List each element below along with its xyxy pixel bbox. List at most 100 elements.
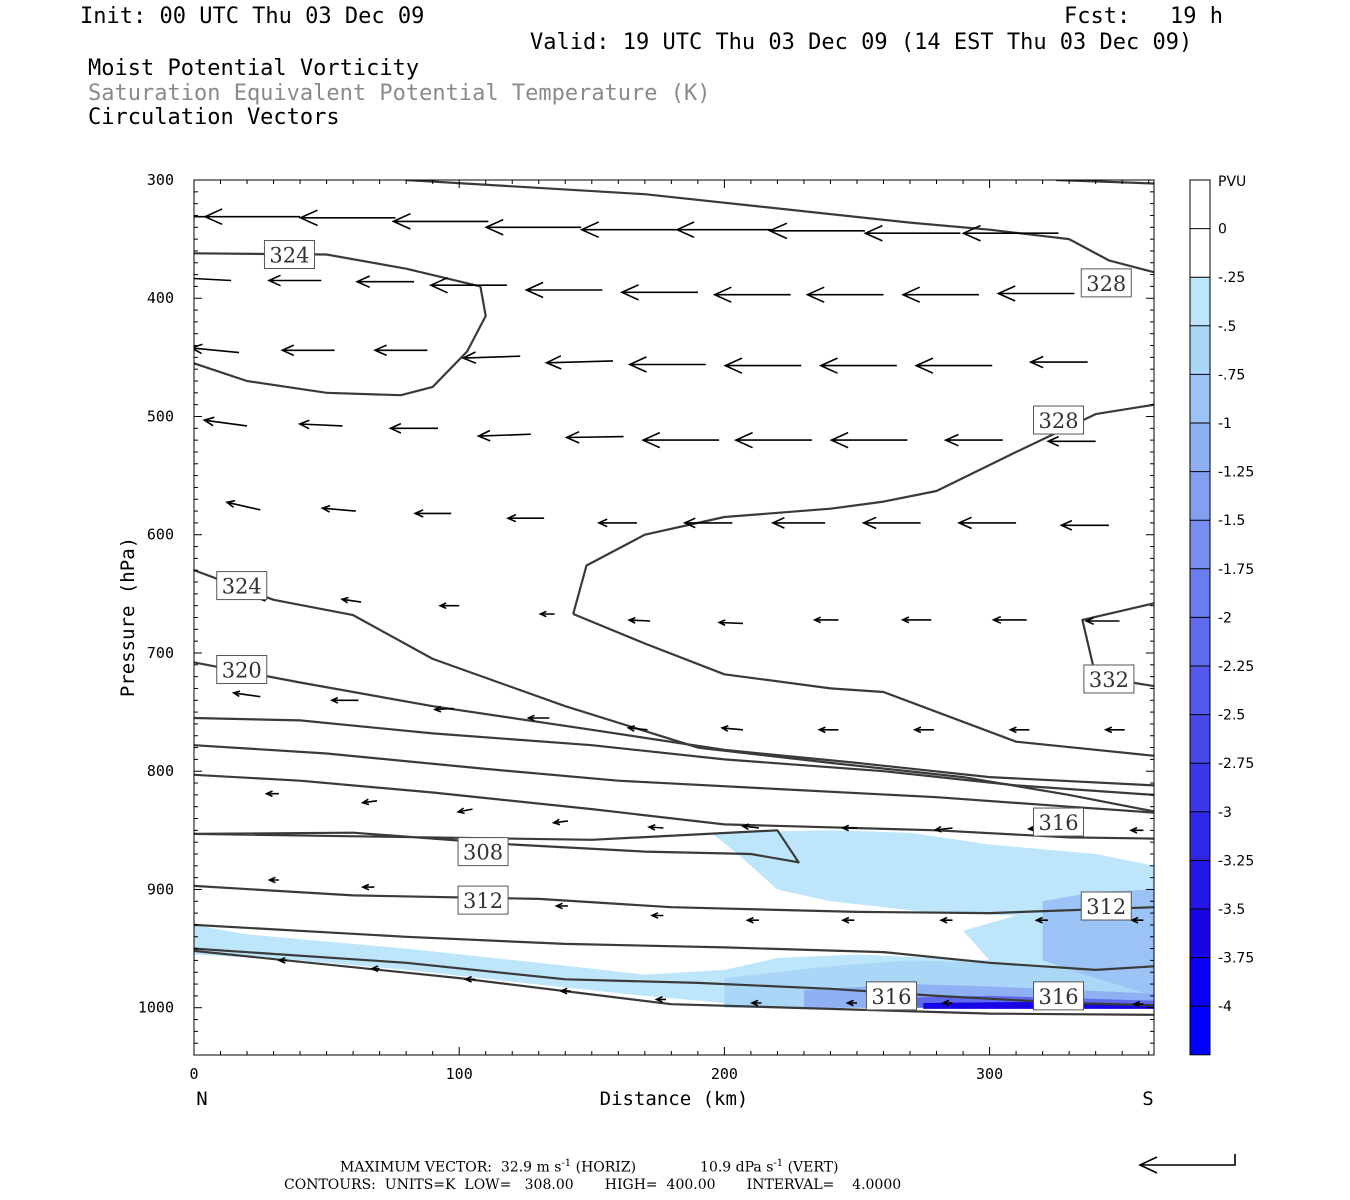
contour-label-box-9 — [1080, 891, 1132, 921]
circulation-vector-8 — [863, 224, 961, 242]
y-tick-label: 800 — [147, 762, 174, 780]
circulation-vector-4 — [484, 218, 582, 236]
circulation-vector-73 — [551, 818, 569, 826]
colorbar-swatch — [1190, 228, 1210, 278]
circulation-vector-49 — [1059, 519, 1109, 531]
colorbar-label: -1.5 — [1218, 513, 1245, 529]
contour-label-box-3 — [216, 571, 268, 601]
contour-label-11: 316 — [1038, 985, 1078, 1009]
contour-label-8: 312 — [463, 889, 503, 913]
circulation-vector-19 — [996, 285, 1075, 302]
contour-label-5: 332 — [1089, 668, 1129, 692]
colorbar-label: -4 — [1218, 999, 1232, 1015]
y-tick-label: 900 — [147, 880, 174, 898]
contour-label-9: 312 — [1086, 895, 1126, 919]
circulation-vector-16 — [712, 286, 791, 303]
circulation-vector-84 — [650, 912, 664, 919]
circulation-vector-47 — [861, 516, 921, 530]
contour-label-box-11 — [1033, 981, 1085, 1011]
theta-contour-2 — [194, 252, 487, 397]
y-tick-label: 300 — [147, 171, 174, 189]
circulation-vector-33 — [476, 429, 531, 442]
colorbar-label: -.75 — [1218, 367, 1245, 383]
colorbar-label: -3.25 — [1218, 853, 1254, 869]
circulation-vector-96 — [845, 999, 857, 1007]
circulation-vector-86 — [840, 916, 855, 924]
circulation-vector-30 — [202, 416, 248, 427]
circulation-vector-25 — [627, 356, 706, 373]
theta-contour-1 — [1055, 180, 1154, 185]
field-title-vectors: Circulation Vectors — [88, 105, 340, 130]
circulation-vector-72 — [456, 807, 473, 815]
circulation-vector-40 — [225, 499, 261, 511]
circulation-vector-23 — [461, 351, 521, 365]
y-tick-label: 600 — [147, 526, 174, 544]
circulation-vector-99 — [1131, 1000, 1144, 1008]
circulation-vector-22 — [373, 344, 428, 357]
theta-contour-8 — [194, 716, 1154, 796]
x-tick-label: 100 — [446, 1065, 473, 1083]
colorbar-label: -1 — [1218, 416, 1232, 432]
circulation-vector-54 — [627, 616, 651, 624]
colorbar-label: -1.25 — [1218, 465, 1254, 481]
colorbar-label: -2.5 — [1218, 708, 1245, 724]
circulation-vector-76 — [840, 824, 857, 832]
vert-unit: (VERT) — [783, 1159, 839, 1176]
circulation-vector-62 — [432, 705, 454, 713]
circulation-vector-75 — [740, 823, 759, 831]
circulation-vector-85 — [745, 916, 759, 924]
circulation-vector-97 — [941, 999, 953, 1007]
circulation-vector-57 — [900, 616, 932, 624]
max-vector-info: MAXIMUM VECTOR: 32.9 m s-1 (HORIZ) 10.9 d… — [340, 1158, 838, 1176]
horiz-exponent: -1 — [561, 1158, 572, 1169]
circulation-vector-7 — [767, 222, 865, 240]
y-tick-label: 500 — [147, 407, 174, 425]
x-axis-right-label: S — [1142, 1088, 1153, 1110]
circulation-vector-45 — [682, 517, 733, 529]
colorbar-swatch — [1190, 423, 1210, 472]
contour-label-box-6 — [1033, 807, 1085, 837]
colorbar-swatch — [1190, 520, 1210, 569]
circulation-vector-9 — [961, 224, 1059, 242]
colorbar-swatch — [1190, 909, 1210, 958]
circulation-vector-79 — [1129, 826, 1144, 834]
x-tick-label: 300 — [976, 1065, 1003, 1083]
circulation-vector-61 — [329, 696, 359, 704]
circulation-vector-35 — [641, 431, 720, 449]
x-tick-label: 0 — [189, 1065, 198, 1083]
circulation-vector-64 — [626, 725, 648, 732]
horiz-unit: (HORIZ) — [571, 1159, 637, 1176]
circulation-vector-89 — [1130, 916, 1144, 924]
colorbar-label: -2.75 — [1218, 756, 1254, 772]
circulation-vector-2 — [298, 209, 396, 227]
circulation-vector-34 — [564, 430, 624, 444]
field-title-pv: Moist Potential Vorticity — [88, 56, 420, 81]
circulation-vector-93 — [559, 987, 571, 995]
colorbar-label: -2 — [1218, 610, 1232, 626]
reference-vector-arrow — [1138, 1154, 1236, 1174]
contour-info: CONTOURS: UNITS=K LOW= 308.00 HIGH= 400.… — [284, 1177, 902, 1193]
circulation-vector-28 — [914, 357, 993, 374]
circulation-vector-27 — [818, 357, 897, 374]
contour-label-6: 316 — [1038, 811, 1078, 835]
circulation-vector-66 — [817, 726, 839, 734]
colorbar-label: -2.25 — [1218, 659, 1254, 675]
circulation-vector-39 — [1046, 435, 1096, 447]
circulation-vector-52 — [438, 602, 460, 610]
contour-label-layer: 324 328 328 324 320 332 316 308 312 312 316 316 — [216, 239, 1135, 1011]
contour-label-box-7 — [457, 837, 509, 867]
circulation-vector-94 — [654, 995, 666, 1003]
contour-label-4: 320 — [222, 659, 262, 683]
circulation-vector-67 — [912, 726, 934, 734]
circulation-vector-15 — [619, 284, 698, 301]
circulation-vector-95 — [750, 999, 762, 1007]
circulation-vector-51 — [340, 596, 362, 604]
circulation-vector-42 — [413, 509, 452, 518]
contour-label-10: 316 — [871, 985, 911, 1009]
contour-label-0: 324 — [269, 243, 309, 267]
colorbar-swatch — [1190, 325, 1210, 375]
theta-contour-13 — [194, 923, 1154, 971]
contour-label-box-8 — [457, 885, 509, 915]
circulation-vector-41 — [320, 504, 356, 513]
